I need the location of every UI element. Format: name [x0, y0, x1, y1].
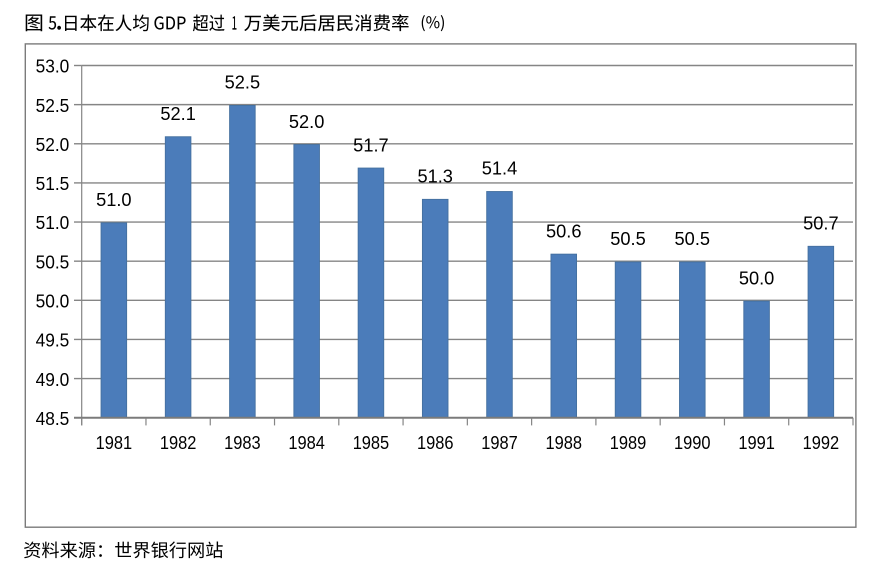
svg-text:52.0: 52.0 — [36, 135, 70, 155]
svg-text:51.5: 51.5 — [36, 174, 70, 194]
svg-text:1983: 1983 — [224, 433, 261, 453]
svg-text:1991: 1991 — [738, 433, 775, 453]
svg-text:50.0: 50.0 — [36, 292, 70, 312]
svg-text:52.5: 52.5 — [225, 73, 261, 93]
svg-text:50.5: 50.5 — [610, 229, 646, 249]
svg-text:51.0: 51.0 — [96, 190, 132, 210]
svg-text:52.0: 52.0 — [289, 112, 325, 132]
svg-text:1982: 1982 — [160, 433, 197, 453]
svg-text:1987: 1987 — [481, 433, 518, 453]
svg-text:50.6: 50.6 — [546, 221, 582, 241]
svg-text:51.7: 51.7 — [353, 135, 389, 155]
svg-text:52.1: 52.1 — [160, 104, 196, 124]
svg-text:50.7: 50.7 — [803, 214, 839, 234]
svg-text:1981: 1981 — [96, 433, 133, 453]
svg-text:53.0: 53.0 — [36, 57, 70, 77]
svg-text:48.5: 48.5 — [36, 409, 70, 429]
svg-text:1992: 1992 — [803, 433, 840, 453]
svg-text:1985: 1985 — [353, 433, 390, 453]
svg-text:49.5: 49.5 — [36, 331, 70, 351]
svg-text:1988: 1988 — [546, 433, 583, 453]
svg-text:1984: 1984 — [288, 433, 325, 453]
svg-text:50.0: 50.0 — [739, 268, 775, 288]
svg-text:49.0: 49.0 — [36, 370, 70, 390]
svg-text:52.5: 52.5 — [36, 96, 70, 116]
svg-text:50.5: 50.5 — [36, 252, 70, 272]
svg-text:1990: 1990 — [674, 433, 711, 453]
svg-text:1986: 1986 — [417, 433, 454, 453]
svg-text:50.5: 50.5 — [675, 229, 711, 249]
svg-text:51.4: 51.4 — [482, 159, 518, 179]
svg-text:51.0: 51.0 — [36, 213, 70, 233]
svg-text:1989: 1989 — [610, 433, 647, 453]
svg-text:51.3: 51.3 — [417, 167, 453, 187]
